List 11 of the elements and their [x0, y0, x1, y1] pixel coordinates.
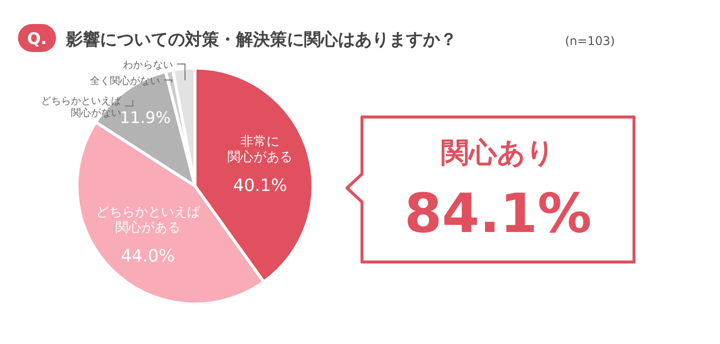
slice-label: わからない [123, 60, 174, 71]
text: 84.1% [404, 182, 592, 245]
data-label: 11.9% [120, 108, 171, 128]
chart-title: 影響についての対策・解決策に関心はありますか？ [65, 30, 457, 50]
slice-label: 非常に関心がある [228, 134, 293, 165]
data-label: 44.0% [120, 246, 175, 267]
text: Q. [27, 29, 47, 48]
slice-label: どちらかといえば関心がある [96, 204, 201, 236]
data-label: 40.1% [233, 176, 288, 196]
text: 関心あり [441, 136, 555, 169]
text: (n=103) [565, 34, 615, 48]
